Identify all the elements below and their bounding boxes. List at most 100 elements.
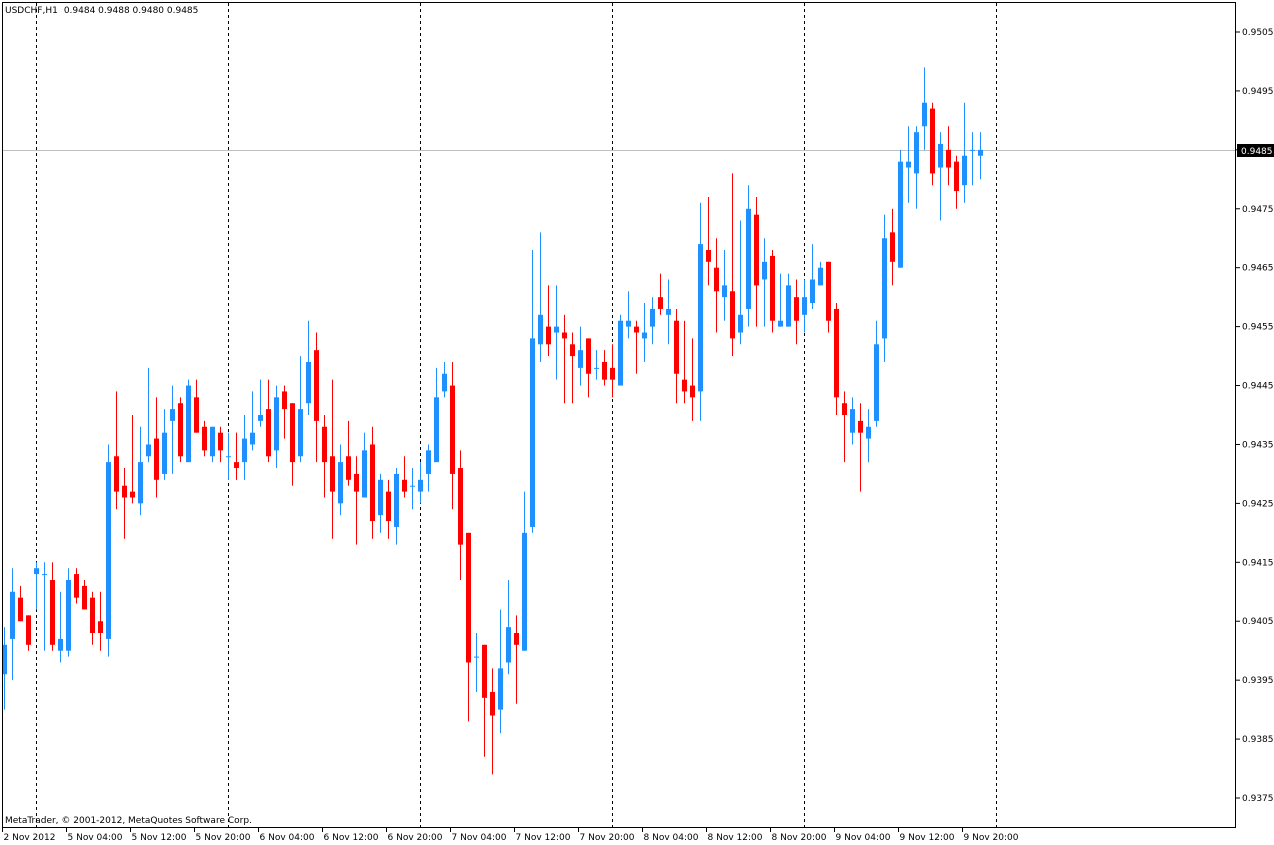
candle-body xyxy=(74,574,79,598)
candle-body xyxy=(754,214,759,286)
bull-candle xyxy=(170,385,175,474)
time-axis: 2 Nov 2012 5 Nov 04:00 5 Nov 12:00 5 Nov 20… xyxy=(2,828,1019,843)
bear-candle xyxy=(930,102,935,186)
price-tick-label: 0.9375 xyxy=(1242,794,1274,804)
bull-candle xyxy=(138,426,143,516)
candle-body xyxy=(642,332,647,339)
bear-candle xyxy=(826,261,831,333)
bull-candle xyxy=(778,273,783,327)
candle-body xyxy=(778,320,783,327)
candle-body xyxy=(498,668,503,710)
candle-body xyxy=(306,361,311,404)
bear-candle xyxy=(402,456,407,498)
bear-candle xyxy=(562,314,567,404)
copyright-text: MetaTrader, © 2001-2012, MetaQuotes Soft… xyxy=(5,816,252,826)
candle-body xyxy=(602,361,607,380)
bull-candle xyxy=(618,314,623,386)
bull-candle xyxy=(938,132,943,221)
candle-body xyxy=(626,320,631,327)
candle-body xyxy=(546,326,551,345)
candle-body xyxy=(826,261,831,321)
candle-body xyxy=(282,391,287,410)
candle-body xyxy=(106,462,111,639)
bear-candle xyxy=(370,426,375,539)
time-tick-label: 6 Nov 12:00 xyxy=(324,833,379,843)
price-tick-label: 0.9475 xyxy=(1242,205,1274,215)
candle-body xyxy=(874,344,879,421)
candle-body xyxy=(554,326,559,333)
bull-candle xyxy=(850,397,855,445)
bull-candle xyxy=(378,473,383,533)
bull-candle xyxy=(34,562,39,610)
candle-body xyxy=(674,320,679,374)
candle-body xyxy=(682,379,687,392)
candle-body xyxy=(122,485,127,498)
bull-candle xyxy=(810,244,815,309)
candle-body xyxy=(210,426,215,457)
candle-body xyxy=(530,338,535,527)
bull-candle xyxy=(442,361,447,398)
candle-body xyxy=(370,444,375,522)
time-tick-label: 9 Nov 20:00 xyxy=(964,833,1019,843)
bear-candle xyxy=(954,155,959,209)
candle-body xyxy=(978,149,983,156)
bull-candle xyxy=(538,232,543,362)
candle-body xyxy=(538,314,543,345)
candle-body xyxy=(242,438,247,463)
candle-body xyxy=(770,255,775,321)
bull-candle xyxy=(274,385,279,469)
bull-candle xyxy=(642,303,647,362)
bear-candle xyxy=(50,562,55,651)
bull-candle xyxy=(506,579,511,675)
bear-candle xyxy=(202,420,207,457)
time-tick-label: 6 Nov 04:00 xyxy=(260,833,315,843)
time-tick-label: 6 Nov 20:00 xyxy=(388,833,443,843)
bear-candle xyxy=(794,279,799,345)
candle-body xyxy=(130,491,135,498)
candle-body xyxy=(322,426,327,463)
bear-candle xyxy=(586,338,591,398)
candle-body xyxy=(290,403,295,463)
bull-candle xyxy=(226,432,231,480)
bear-candle xyxy=(754,196,759,327)
candle-body xyxy=(314,350,319,421)
bear-candle xyxy=(282,385,287,439)
bull-candle xyxy=(186,379,191,463)
candle-body xyxy=(266,409,271,457)
candle-body xyxy=(18,597,23,622)
candle-body xyxy=(730,291,735,339)
bull-candle xyxy=(978,132,983,180)
price-tick-label: 0.9465 xyxy=(1242,264,1274,274)
bull-candle xyxy=(162,409,167,480)
price-tick-label: 0.9455 xyxy=(1242,323,1274,333)
candle-body xyxy=(394,473,399,527)
candle-body xyxy=(794,297,799,321)
bull-candle xyxy=(2,627,7,710)
bull-candle xyxy=(362,432,367,498)
candle-body xyxy=(514,633,519,645)
bull-candle xyxy=(242,414,247,480)
bull-candle xyxy=(786,273,791,327)
bull-candle xyxy=(410,468,415,510)
bull-candle xyxy=(914,126,919,209)
bull-candle xyxy=(338,444,343,516)
candle-body xyxy=(506,627,511,663)
candle-body xyxy=(746,208,751,309)
bear-candle xyxy=(546,285,551,357)
candle-body xyxy=(346,456,351,480)
time-tick-label: 7 Nov 04:00 xyxy=(452,833,507,843)
time-tick-label: 5 Nov 20:00 xyxy=(196,833,251,843)
candle-body xyxy=(298,409,303,457)
time-tick-label: 9 Nov 12:00 xyxy=(900,833,955,843)
bear-candle xyxy=(682,320,687,404)
candle-body xyxy=(722,285,727,298)
bear-candle xyxy=(842,391,847,463)
bear-candle xyxy=(234,432,239,480)
bear-candle xyxy=(690,338,695,421)
candle-body xyxy=(578,350,583,368)
candle-body xyxy=(434,397,439,463)
candle-body xyxy=(898,161,903,268)
time-tick-label: 2 Nov 2012 xyxy=(4,833,56,843)
candle-body xyxy=(58,638,63,651)
